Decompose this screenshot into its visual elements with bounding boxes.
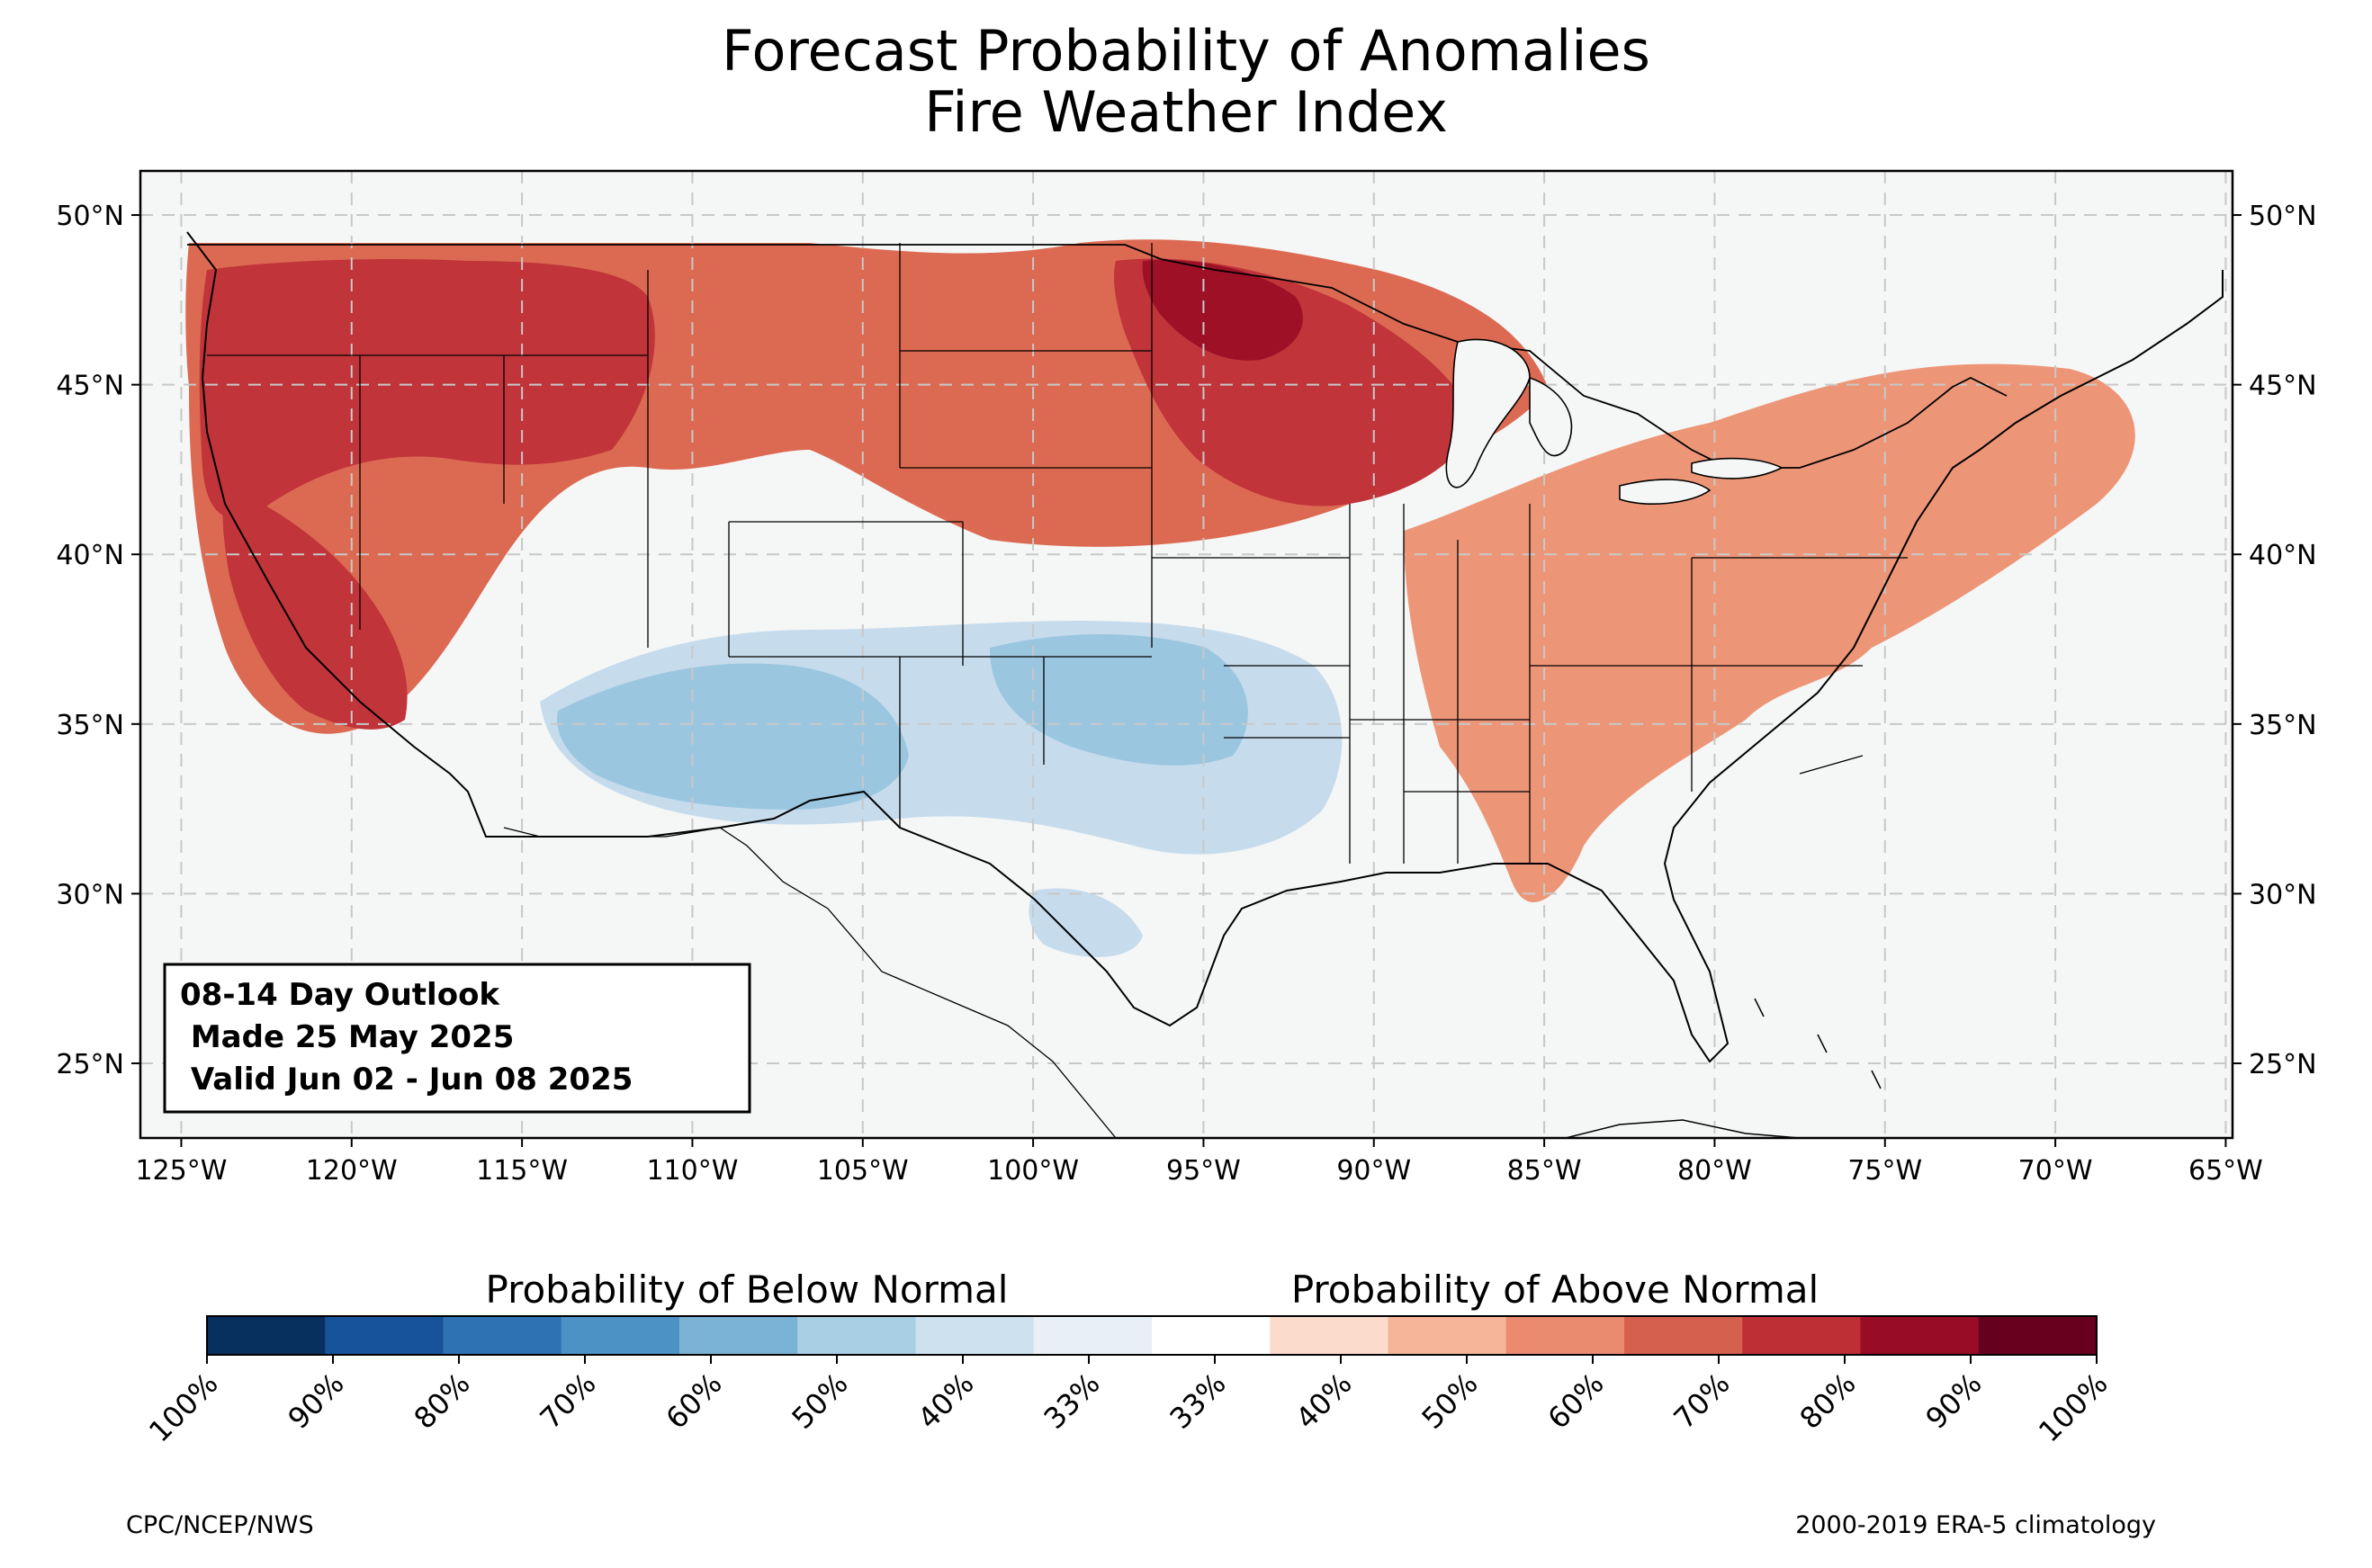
lat-tick-label: 25°N xyxy=(56,1049,124,1080)
colorbar-label-above: Probability of Above Normal xyxy=(1291,1268,1819,1312)
colorbar-tick-label: 60% xyxy=(659,1366,728,1436)
canada-us-border xyxy=(187,244,2008,469)
outlook-made-date: Made 25 May 2025 xyxy=(180,1019,514,1055)
map-frame xyxy=(139,169,2234,1140)
colorbar-cell xyxy=(915,1316,1035,1355)
lat-tick-label: 30°N xyxy=(56,879,124,910)
info-box-frame xyxy=(163,963,751,1114)
region-minnesota-core xyxy=(1142,260,1303,361)
colorbar-ticks: 100% 90% 80% 70% 60% 50% 40% 33% 33% 40% 50% 60% 70%… xyxy=(142,1355,2115,1448)
chart-title: Forecast Probability of Anomalies xyxy=(722,18,1650,84)
us-coastline xyxy=(186,231,2224,1063)
colorbar-tick-label: 50% xyxy=(785,1366,854,1436)
outlook-period: 08-14 Day Outlook xyxy=(180,977,500,1013)
colorbar-cell xyxy=(1388,1316,1507,1355)
colorbar-cell xyxy=(1978,1316,2098,1355)
lon-tick-label: 100°W xyxy=(987,1155,1079,1187)
colorbar-tick-label: 70% xyxy=(533,1366,602,1436)
lon-tick-label: 85°W xyxy=(1507,1155,1582,1187)
chart-subtitle: Fire Weather Index xyxy=(924,79,1448,145)
colorbar-tick-label: 50% xyxy=(1415,1366,1484,1436)
outlook-info-box: 08-14 Day Outlook Made 25 May 2025 Valid… xyxy=(163,963,751,1114)
colorbar-cell xyxy=(325,1316,444,1355)
lon-tick-label: 65°W xyxy=(2188,1155,2263,1187)
lon-tick-label: 120°W xyxy=(306,1155,398,1187)
lon-tick-label: 75°W xyxy=(1847,1155,1922,1187)
colorbar-frame xyxy=(206,1315,2098,1356)
region-pacific-northwest xyxy=(199,259,655,519)
lat-tick-label: 45°N xyxy=(2249,371,2317,402)
lon-tick-label: 105°W xyxy=(817,1155,909,1187)
colorbar-tick-label: 60% xyxy=(1541,1366,1610,1436)
colorbar-tick-label: 33% xyxy=(1037,1366,1106,1436)
colorbar-cell xyxy=(561,1316,680,1355)
colorbar-tick-label: 33% xyxy=(1163,1366,1232,1436)
lon-tick-label: 90°W xyxy=(1336,1155,1411,1187)
lat-axis-labels-right: 50°N 45°N 40°N 35°N 30°N 25°N xyxy=(2233,201,2317,1080)
lon-tick-label: 110°W xyxy=(646,1155,738,1187)
colorbar-tick-label: 100% xyxy=(2032,1366,2115,1449)
lat-axis-labels-left: 50°N 45°N 40°N 35°N 30°N 25°N xyxy=(56,201,140,1080)
colorbar-tick-label: 100% xyxy=(142,1366,225,1449)
lat-tick-label: 30°N xyxy=(2249,879,2317,910)
region-eastern-us xyxy=(1404,363,2135,902)
lon-tick-label: 95°W xyxy=(1166,1155,1241,1187)
colorbar-tick-label: 80% xyxy=(1792,1366,1862,1436)
lon-tick-label: 80°W xyxy=(1677,1155,1752,1187)
colorbar-cell xyxy=(797,1316,916,1355)
colorbar-cell xyxy=(1860,1316,1980,1355)
credit-right: 2000-2019 ERA-5 climatology xyxy=(1795,1511,2156,1539)
colorbar-tick-label: 40% xyxy=(911,1366,980,1436)
colorbar-tick-label: 70% xyxy=(1667,1366,1736,1436)
region-southern-plains xyxy=(990,634,1248,766)
mexico-border-region xyxy=(503,827,1117,1138)
lon-tick-label: 115°W xyxy=(476,1155,568,1187)
colorbar-label-below: Probability of Below Normal xyxy=(486,1268,1009,1312)
colorbar-cell xyxy=(1270,1316,1388,1355)
lat-tick-label: 50°N xyxy=(56,201,124,232)
lat-tick-label: 40°N xyxy=(56,540,124,571)
lon-tick-label: 125°W xyxy=(135,1155,227,1187)
region-central-california xyxy=(222,486,408,730)
great-lakes xyxy=(1445,338,1783,505)
map-panel: 125°W 120°W 115°W 110°W 105°W 100°W 95°W 90°W 85… xyxy=(56,169,2317,1187)
colorbar-cell xyxy=(1624,1316,1743,1355)
colorbar-tick-label: 80% xyxy=(407,1366,476,1436)
colorbar-cell xyxy=(679,1316,798,1355)
colorbar: Probability of Below Normal Probability … xyxy=(142,1268,2115,1448)
lat-tick-label: 35°N xyxy=(56,710,124,741)
lat-tick-label: 25°N xyxy=(2249,1049,2317,1080)
colorbar-cell xyxy=(1033,1316,1153,1355)
lat-tick-label: 50°N xyxy=(2249,201,2317,232)
colorbar-tick-label: 90% xyxy=(1918,1366,1988,1436)
colorbar-cell xyxy=(443,1316,562,1355)
colorbar-cell xyxy=(207,1316,326,1355)
colorbar-tick-label: 40% xyxy=(1289,1366,1358,1436)
lat-tick-label: 45°N xyxy=(56,371,124,402)
colorbar-cell xyxy=(1505,1316,1625,1355)
colorbar-tick-label: 90% xyxy=(281,1366,350,1436)
cuba-bahamas xyxy=(1565,998,1882,1138)
lat-tick-label: 35°N xyxy=(2249,710,2317,741)
lat-tick-label: 40°N xyxy=(2249,540,2317,571)
colorbar-cell xyxy=(1152,1316,1271,1355)
outlook-valid-range: Valid Jun 02 - Jun 08 2025 xyxy=(180,1062,633,1098)
region-southwest-core xyxy=(557,663,909,810)
state-borders xyxy=(207,243,1908,864)
lon-tick-label: 70°W xyxy=(2018,1155,2093,1187)
region-texas xyxy=(1029,888,1143,957)
colorbar-cells xyxy=(207,1316,2098,1355)
lon-axis-labels: 125°W 120°W 115°W 110°W 105°W 100°W 95°W 90°W 85… xyxy=(135,1138,2263,1187)
colorbar-cell xyxy=(1742,1316,1861,1355)
credit-left: CPC/NCEP/NWS xyxy=(126,1511,314,1539)
